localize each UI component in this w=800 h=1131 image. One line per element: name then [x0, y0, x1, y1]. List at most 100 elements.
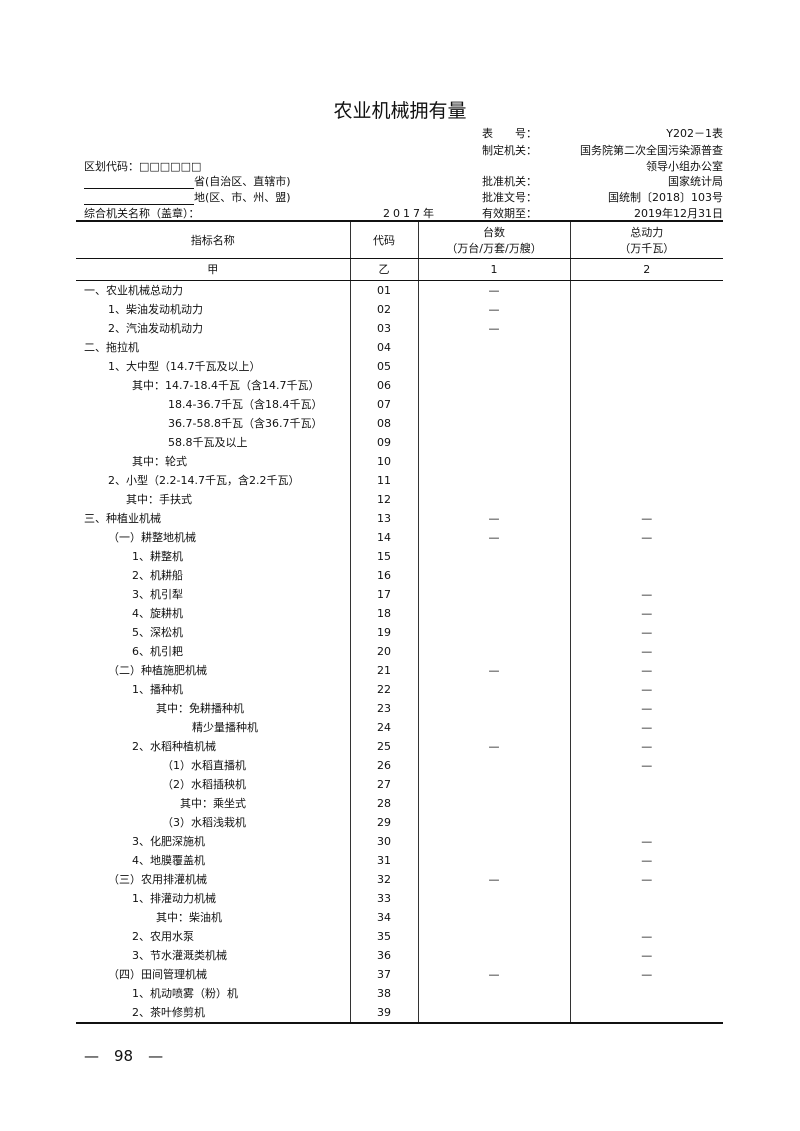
row-count [417, 489, 570, 509]
row-power [569, 413, 723, 433]
row-code: 16 [349, 565, 418, 585]
row-name: 2、茶叶修剪机 [132, 1006, 205, 1019]
row-count [417, 622, 570, 642]
row-count [417, 831, 570, 851]
table-row: （1）水稻直播机 26 — [76, 755, 723, 775]
row-code: 31 [349, 850, 418, 870]
table-row: 3、节水灌溉类机械 36 — [76, 945, 723, 965]
row-power: — [569, 660, 723, 680]
table-row: 其中：柴油机 34 [76, 907, 723, 927]
row-power: — [569, 622, 723, 642]
table-row: 1、排灌动力机械 33 [76, 888, 723, 908]
approval-no-label: 批准文号： [482, 191, 537, 204]
row-power [569, 394, 723, 414]
table-row: （3）水稻浅栽机 29 [76, 812, 723, 832]
row-code: 11 [349, 470, 418, 490]
row-name: 36.7-58.8千瓦（含36.7千瓦） [168, 417, 323, 430]
row-name: 3、节水灌溉类机械 [132, 949, 227, 962]
table-row: 三、种植业机械 13— — [76, 508, 723, 528]
row-name: 1、机动喷雾（粉）机 [132, 987, 238, 1000]
sub-c2: 2 [569, 258, 723, 281]
row-name: （三）农用排灌机械 [108, 873, 207, 886]
table-row: （四）田间管理机械 37— — [76, 964, 723, 984]
row-power [569, 983, 723, 1003]
row-name: 3、化肥深施机 [132, 835, 205, 848]
row-power: — [569, 527, 723, 547]
row-count [417, 356, 570, 376]
maker-label: 制定机关： [482, 144, 537, 157]
row-code: 10 [349, 451, 418, 471]
row-power: — [569, 641, 723, 661]
row-count [417, 584, 570, 604]
row-power: — [569, 831, 723, 851]
approval-no: 国统制〔2018〕103号 [608, 191, 723, 204]
table-row: 2、水稻种植机械 25— — [76, 736, 723, 756]
row-name: 2、机耕船 [132, 569, 183, 582]
org-label: 综合机关名称（盖章）： [84, 207, 200, 220]
table-row: 1、播种机 22 — [76, 679, 723, 699]
row-count [417, 546, 570, 566]
row-code: 06 [349, 375, 418, 395]
row-code: 14 [349, 527, 418, 547]
report-year: 2017年 [383, 207, 437, 220]
row-name: （四）田间管理机械 [108, 968, 207, 981]
table-row: 6、机引耙 20 — [76, 641, 723, 661]
maker: 国务院第二次全国污染源普查 [580, 144, 723, 157]
row-power [569, 565, 723, 585]
row-name: 其中：轮式 [132, 455, 187, 468]
row-power: — [569, 698, 723, 718]
province-field: 省(自治区、直辖市) [84, 173, 291, 189]
row-code: 39 [349, 1002, 418, 1023]
row-code: 26 [349, 755, 418, 775]
district-blank[interactable] [84, 193, 194, 205]
row-name: （3）水稻浅栽机 [162, 816, 246, 829]
row-power: — [569, 945, 723, 965]
row-code: 08 [349, 413, 418, 433]
row-name: （2）水稻插秧机 [162, 778, 246, 791]
row-code: 20 [349, 641, 418, 661]
header-power: 总动力 （万千瓦） [569, 221, 723, 259]
row-name: 其中：手扶式 [126, 493, 192, 506]
row-power [569, 318, 723, 338]
table-row: 2、机耕船 16 [76, 565, 723, 585]
table-row: 1、大中型（14.7千瓦及以上） 05 [76, 356, 723, 376]
row-code: 21 [349, 660, 418, 680]
province-label: 省(自治区、直辖市) [194, 175, 291, 188]
row-count [417, 774, 570, 794]
row-count: — [417, 736, 570, 756]
row-power [569, 470, 723, 490]
sub-c1: 1 [417, 258, 570, 281]
row-name: 6、机引耙 [132, 645, 183, 658]
row-power: — [569, 964, 723, 984]
table-row: 其中：轮式 10 [76, 451, 723, 471]
row-name: 3、机引犁 [132, 588, 183, 601]
row-count [417, 793, 570, 813]
row-count [417, 394, 570, 414]
row-code: 22 [349, 679, 418, 699]
row-name: 1、柴油发动机动力 [108, 303, 203, 316]
row-code: 18 [349, 603, 418, 623]
row-code: 12 [349, 489, 418, 509]
table-row: 1、柴油发动机动力 02— [76, 299, 723, 319]
table-row: 其中：手扶式 12 [76, 489, 723, 509]
row-count [417, 945, 570, 965]
row-count [417, 717, 570, 737]
row-power [569, 774, 723, 794]
region-code-label: 区划代码：□□□□□□ [84, 160, 202, 173]
row-code: 15 [349, 546, 418, 566]
sub-code: 乙 [349, 258, 418, 281]
row-name: 其中：免耕播种机 [156, 702, 244, 715]
row-power: — [569, 679, 723, 699]
row-count [417, 907, 570, 927]
row-code: 24 [349, 717, 418, 737]
table-row: 二、拖拉机 04 [76, 337, 723, 357]
province-blank[interactable] [84, 177, 194, 189]
row-name: 2、小型（2.2-14.7千瓦，含2.2千瓦） [108, 474, 300, 487]
row-power: — [569, 508, 723, 528]
row-power [569, 812, 723, 832]
row-code: 09 [349, 432, 418, 452]
row-power [569, 793, 723, 813]
table-no: Y202－1表 [666, 127, 723, 140]
row-code: 19 [349, 622, 418, 642]
